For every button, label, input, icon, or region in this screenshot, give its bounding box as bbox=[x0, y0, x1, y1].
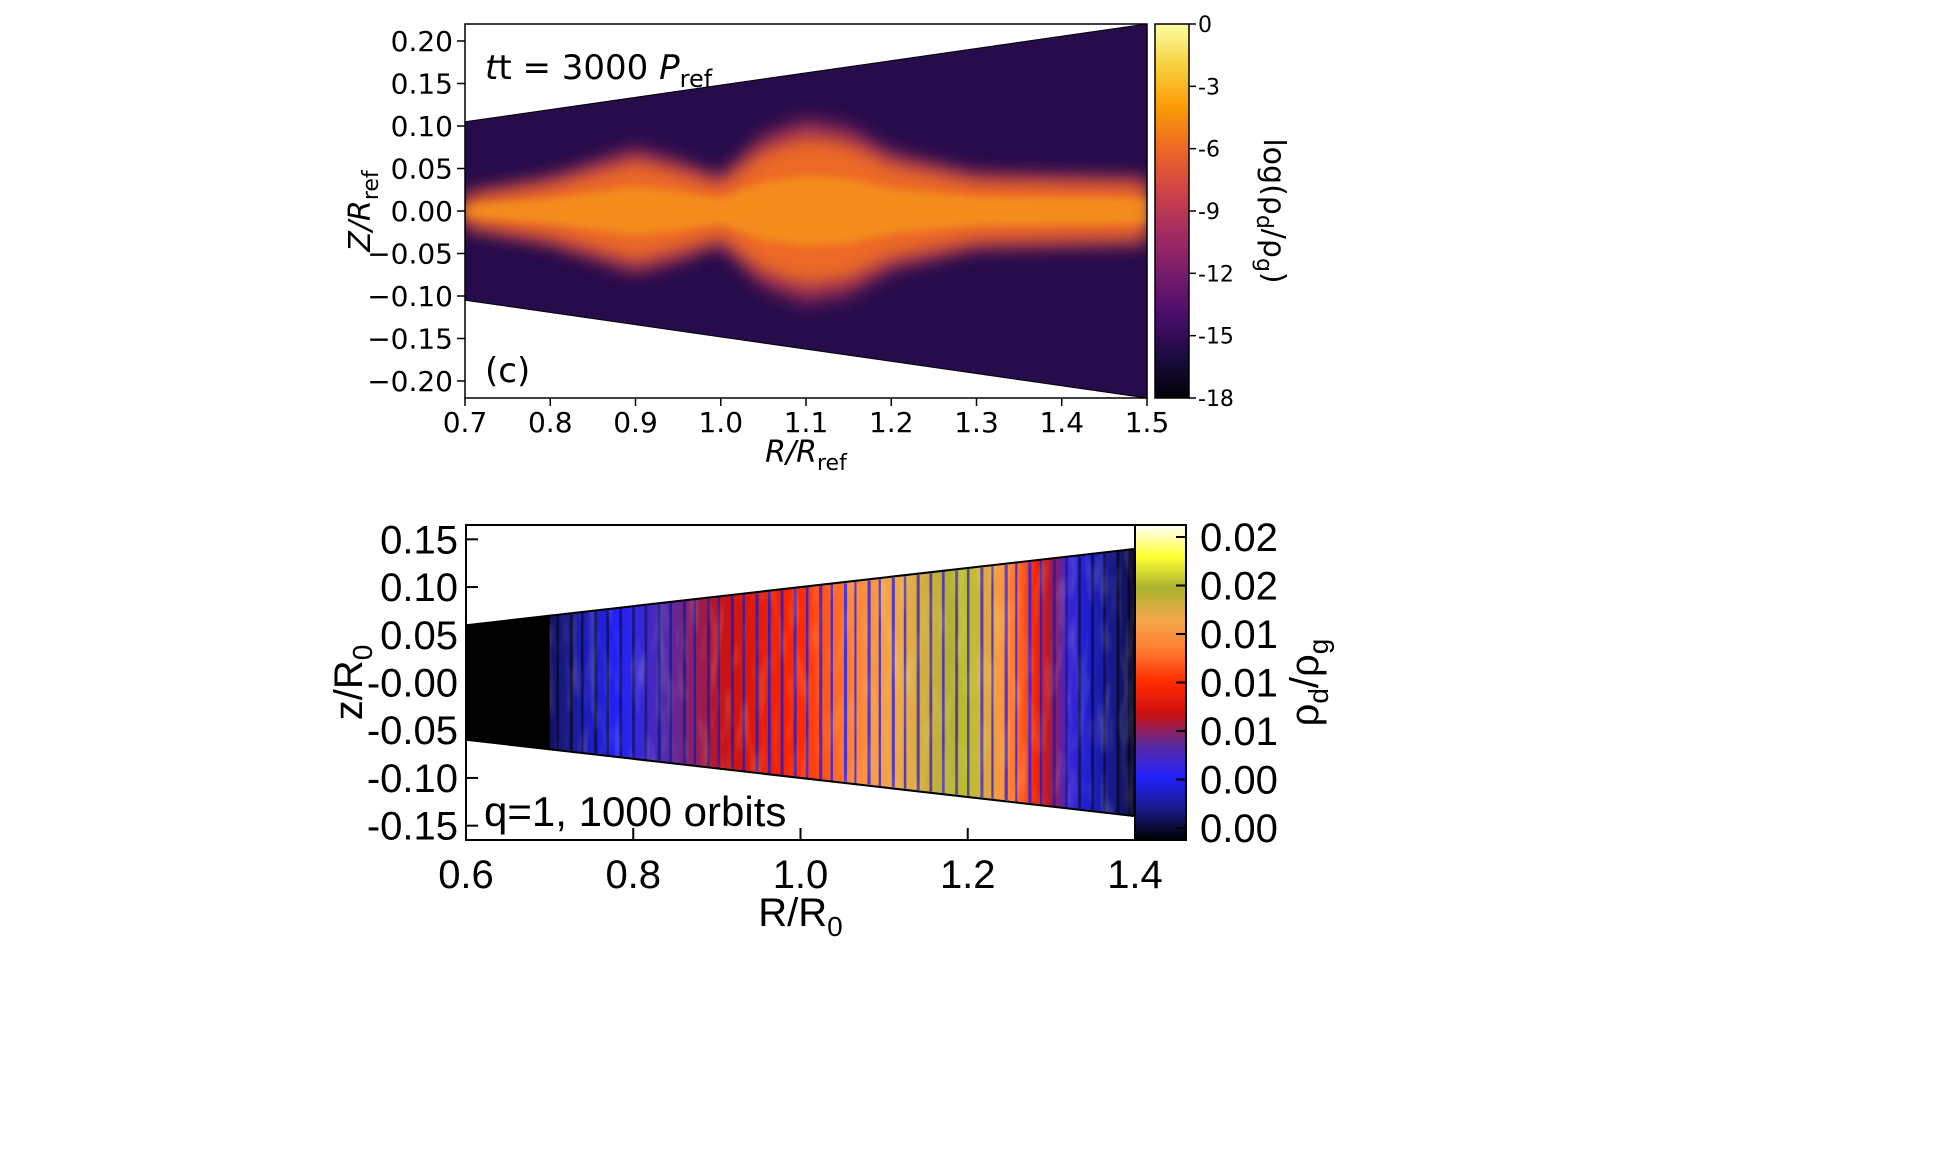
bottom-y-tick-label: -0.10 bbox=[367, 757, 458, 801]
top-cb-label-suffix: ) bbox=[1256, 272, 1291, 284]
bottom-cb-label-sub2: g bbox=[1303, 639, 1334, 655]
top-panel: 0.7 0.8 0.9 1.0 1.1 1.2 1.3 1.4 1.5 0.20 0.15 0.10… bbox=[343, 13, 1291, 476]
bottom-x-tick-label: 1.4 bbox=[1107, 853, 1163, 897]
bottom-colorbar-tick-label: 0.00 bbox=[1200, 807, 1278, 851]
top-time-sub: ref bbox=[680, 65, 713, 93]
top-x-tick-label: 0.8 bbox=[528, 406, 573, 439]
bottom-colorbar: 0.020.020.010.010.010.000.00 ρd/ρg bbox=[1134, 516, 1334, 851]
bottom-y-tick-label: 0.10 bbox=[380, 566, 458, 610]
top-time-annotation: tt = 3000 Pref bbox=[485, 48, 713, 93]
bottom-x-tick-label: 1.0 bbox=[773, 853, 829, 897]
bottom-x-label-sub: 0 bbox=[827, 911, 843, 942]
top-x-tick-label: 1.4 bbox=[1039, 406, 1084, 439]
bottom-cb-label-mid: /ρ bbox=[1283, 654, 1327, 688]
top-y-tick-label: −0.15 bbox=[367, 323, 453, 356]
top-colorbar-tick-label: -15 bbox=[1198, 325, 1234, 350]
top-panel-label: (c) bbox=[485, 351, 530, 391]
top-x-tick-label: 0.7 bbox=[443, 406, 488, 439]
top-y-axis-label: Z/Rref bbox=[343, 169, 384, 253]
top-time-var-t: t bbox=[485, 48, 500, 88]
bottom-x-tick-label: 0.8 bbox=[605, 853, 661, 897]
bottom-x-tick-label: 0.6 bbox=[438, 853, 494, 897]
top-y-label-main: Z/R bbox=[343, 200, 378, 253]
top-y-tick-label: 0.20 bbox=[391, 25, 453, 58]
bottom-y-tick-label: -0.05 bbox=[367, 709, 458, 753]
top-wedge-edges bbox=[464, 23, 1148, 399]
bottom-cb-label-prefix: ρ bbox=[1283, 704, 1327, 727]
bottom-x-label-main: R/R bbox=[758, 891, 827, 935]
top-dust-layer-core bbox=[465, 175, 1147, 247]
bottom-panel: 0.6 0.8 1.0 1.2 1.4 0.150.100.05-0.00-0.05-0… bbox=[327, 516, 1334, 942]
top-time-var: P bbox=[659, 48, 680, 88]
top-colorbar-tick-label: -12 bbox=[1198, 262, 1234, 287]
bottom-colorbar-label: ρd/ρg bbox=[1283, 639, 1334, 727]
top-colorbar-tick-label: 0 bbox=[1198, 13, 1212, 38]
top-colorbar-ticks: 0 -3 -6 -9 -12 -15 -18 bbox=[1189, 13, 1234, 412]
bottom-colorbar-tick-label: 0.00 bbox=[1200, 759, 1278, 803]
bottom-y-tick-label: -0.00 bbox=[367, 662, 458, 706]
bottom-x-tick-label: 1.2 bbox=[940, 853, 996, 897]
top-y-tick-label: 0.05 bbox=[391, 153, 453, 186]
bottom-y-tick-label: -0.15 bbox=[367, 805, 458, 849]
bottom-colorbar-tick-label: 0.02 bbox=[1200, 516, 1278, 560]
top-colorbar: 0 -3 -6 -9 -12 -15 -18 log(ρd/ρg) bbox=[1154, 13, 1291, 412]
bottom-y-label-sub: 0 bbox=[347, 645, 378, 661]
top-x-axis-label: R/Rref bbox=[765, 435, 848, 476]
bottom-colorbar-tick-label: 0.02 bbox=[1200, 565, 1278, 609]
top-y-label-sub: ref bbox=[359, 169, 384, 200]
top-y-tick-label: −0.05 bbox=[367, 238, 453, 271]
top-cb-label-mid: /ρ bbox=[1256, 229, 1291, 258]
top-colorbar-label: log(ρd/ρg) bbox=[1251, 138, 1291, 283]
top-cb-label-prefix: log(ρ bbox=[1256, 138, 1291, 214]
top-x-tick-label: 1.1 bbox=[784, 406, 829, 439]
top-colorbar-bar bbox=[1154, 23, 1190, 399]
bottom-y-axis-label: z/R0 bbox=[327, 645, 378, 721]
top-colorbar-tick-label: -18 bbox=[1198, 387, 1234, 412]
top-y-tick-label: 0.00 bbox=[391, 195, 453, 228]
top-colorbar-tick-label: -6 bbox=[1198, 138, 1220, 163]
bottom-x-ticks: 0.6 0.8 1.0 1.2 1.4 bbox=[438, 828, 1163, 897]
bottom-y-label-main: z/R bbox=[327, 660, 371, 720]
top-cb-label-sub1: d bbox=[1251, 215, 1276, 229]
bottom-y-ticks: 0.150.100.05-0.00-0.05-0.10-0.15 bbox=[367, 518, 478, 849]
bottom-colorbar-tick-label: 0.01 bbox=[1200, 710, 1278, 754]
bottom-colorbar-ticks: 0.020.020.010.010.010.000.00 bbox=[1176, 516, 1278, 851]
top-colorbar-tick-label: -9 bbox=[1198, 200, 1220, 225]
bottom-wedge-edges bbox=[465, 547, 1136, 818]
top-colorbar-tick-label: -3 bbox=[1198, 75, 1220, 100]
top-y-tick-label: 0.10 bbox=[391, 110, 453, 143]
top-x-tick-label: 1.0 bbox=[698, 406, 743, 439]
bottom-x-axis-label: R/R0 bbox=[758, 891, 842, 942]
top-x-tick-label: 1.5 bbox=[1125, 406, 1170, 439]
bottom-colorbar-tick-label: 0.01 bbox=[1200, 613, 1278, 657]
top-y-tick-label: −0.10 bbox=[367, 280, 453, 313]
top-x-tick-label: 0.9 bbox=[613, 406, 658, 439]
bottom-y-tick-label: 0.15 bbox=[380, 518, 458, 562]
top-x-ticks: 0.7 0.8 0.9 1.0 1.1 1.2 1.3 1.4 1.5 bbox=[443, 398, 1170, 439]
top-x-label-sub: ref bbox=[817, 451, 848, 476]
bottom-panel-annotation: q=1, 1000 orbits bbox=[484, 788, 786, 835]
top-y-ticks: 0.20 0.15 0.10 0.05 0.00 −0.05 −0.10 −0.15 −0.20 bbox=[367, 25, 465, 398]
bottom-colorbar-tick-label: 0.01 bbox=[1200, 662, 1278, 706]
bottom-y-tick-label: 0.05 bbox=[380, 614, 458, 658]
top-x-tick-label: 1.3 bbox=[954, 406, 999, 439]
top-time-prefix: t = 3000 bbox=[498, 48, 659, 88]
top-cb-label-sub2: g bbox=[1251, 258, 1276, 272]
top-x-tick-label: 1.2 bbox=[869, 406, 914, 439]
bottom-cb-label-sub1: d bbox=[1303, 688, 1334, 704]
top-x-label-main: R/R bbox=[765, 435, 817, 470]
top-y-tick-label: 0.15 bbox=[391, 68, 453, 101]
top-y-tick-label: −0.20 bbox=[367, 365, 453, 398]
